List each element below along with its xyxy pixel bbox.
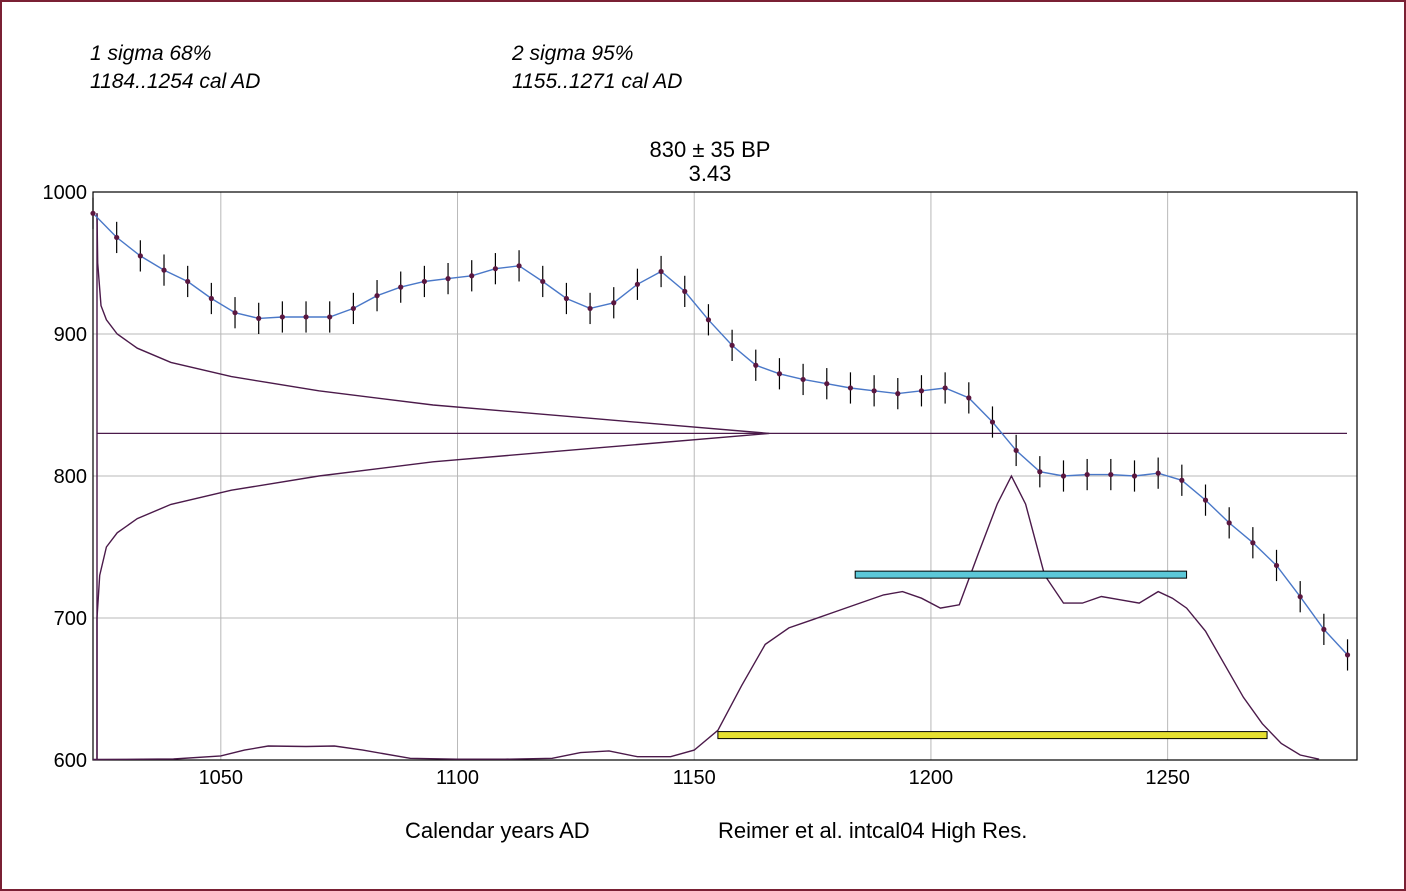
calibration-point xyxy=(682,288,688,294)
calibration-point xyxy=(824,381,830,387)
calibration-point xyxy=(587,305,593,312)
sigma2-block: 2 sigma 95% 1155..1271 cal AD xyxy=(512,40,682,96)
calibration-label: Reimer et al. intcal04 High Res. xyxy=(718,818,1028,843)
calibration-point xyxy=(634,281,641,287)
x-tick-label: 1250 xyxy=(1145,767,1190,789)
calibration-point xyxy=(492,266,498,272)
calibration-point xyxy=(847,385,854,391)
calibration-point xyxy=(421,278,427,285)
calibration-point xyxy=(445,276,451,282)
calibration-point xyxy=(776,371,783,377)
sigma1-label: 1 sigma 68% xyxy=(90,42,212,65)
calibration-point xyxy=(1321,626,1327,632)
calibration-point xyxy=(1108,471,1114,478)
calibration-point xyxy=(753,362,759,368)
y-tick-label: 700 xyxy=(54,608,87,630)
calibration-point xyxy=(185,278,191,285)
y-tick-label: 1000 xyxy=(43,182,88,204)
radiocarbon-distribution-curve xyxy=(96,213,770,760)
sigma2-label: 2 sigma 95% xyxy=(512,42,634,65)
calibration-point xyxy=(1013,447,1019,454)
calibration-point xyxy=(611,300,617,306)
calibration-point xyxy=(895,391,901,397)
calibration-point xyxy=(90,210,96,216)
calibration-point xyxy=(1202,497,1209,503)
sigma2-range: 1155..1271 cal AD xyxy=(512,70,683,93)
calibration-point xyxy=(563,295,570,302)
x-axis-title: Calendar years AD xyxy=(405,818,590,843)
chart-subtitle: 3.43 xyxy=(688,161,732,186)
calibration-point xyxy=(871,388,877,394)
calibrated-distribution-curve xyxy=(92,474,1320,761)
calibration-point xyxy=(989,419,996,425)
calibration-point xyxy=(303,314,309,320)
y-tick-label: 600 xyxy=(54,750,87,772)
calibration-point xyxy=(729,342,735,348)
calibration-point xyxy=(137,253,143,259)
calibration-point xyxy=(540,278,546,285)
calibration-point xyxy=(114,234,120,241)
plot-border xyxy=(92,191,1358,761)
chart-title: 830 ± 35 BP xyxy=(649,137,771,162)
calibration-point xyxy=(327,314,333,320)
y-tick-label: 900 xyxy=(54,324,87,346)
sigma1-range: 1184..1254 cal AD xyxy=(90,70,261,93)
calibration-point xyxy=(1084,471,1090,478)
calibration-point xyxy=(1226,520,1232,526)
y-tick-label: 800 xyxy=(54,466,87,488)
sigma1-block: 1 sigma 68% 1184..1254 cal AD xyxy=(90,40,260,96)
calibration-curve xyxy=(92,212,1349,656)
calibration-point xyxy=(279,314,285,320)
x-tick-label: 1200 xyxy=(909,767,954,789)
calibration-point xyxy=(1297,594,1303,600)
calibration-point xyxy=(1250,540,1256,546)
calibration-point xyxy=(398,284,404,290)
calibration-point xyxy=(918,388,925,394)
calibration-point xyxy=(800,376,806,383)
calibration-point xyxy=(942,385,948,391)
calibration-point xyxy=(658,268,664,275)
calibration-point xyxy=(374,293,380,299)
calibration-point xyxy=(350,305,356,312)
x-tick-label: 1050 xyxy=(199,767,244,789)
x-tick-label: 1150 xyxy=(673,767,716,789)
calibration-point xyxy=(1179,477,1185,483)
calibration-point xyxy=(161,267,167,273)
sigma2-range-bar xyxy=(717,731,1268,740)
calibration-point xyxy=(705,317,712,323)
calibration-point xyxy=(1131,473,1138,479)
calibration-point xyxy=(516,263,522,269)
calibration-point xyxy=(1344,652,1351,658)
x-tick-label: 1100 xyxy=(436,767,479,789)
calibration-point xyxy=(469,273,475,279)
calibration-point xyxy=(1037,469,1043,475)
calibration-point xyxy=(232,310,238,316)
sigma1-range-bar xyxy=(854,570,1188,579)
calibration-point xyxy=(1155,470,1161,476)
calibration-point xyxy=(1273,562,1280,569)
calibration-point xyxy=(208,295,214,302)
calibration-point xyxy=(256,315,262,321)
calibration-point xyxy=(966,395,972,401)
calibration-point xyxy=(1060,473,1067,479)
